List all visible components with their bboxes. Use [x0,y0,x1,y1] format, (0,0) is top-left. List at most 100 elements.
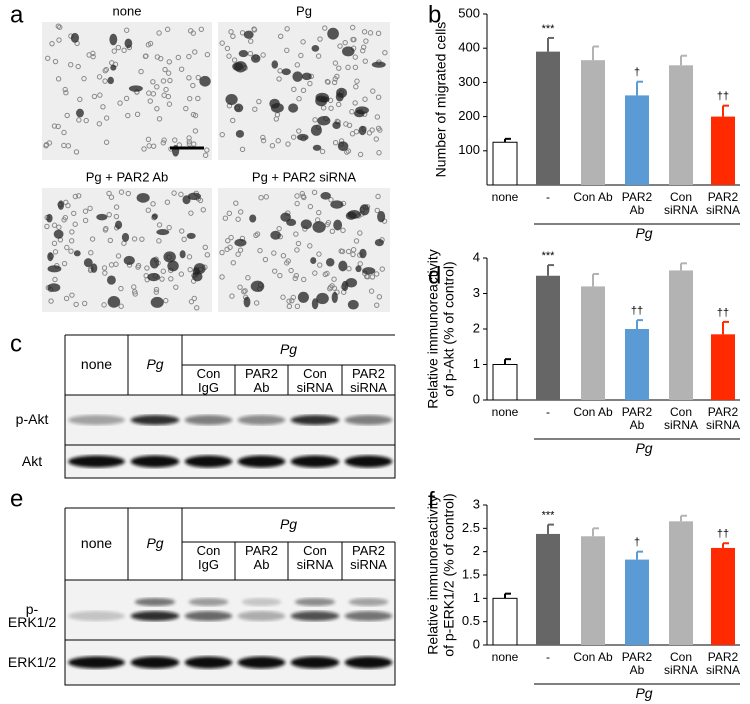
cell [258,195,264,201]
migrated-cell [182,195,191,205]
cell [256,98,262,105]
x-tick-label: Con Ab [573,650,613,664]
cell [117,100,123,106]
cell [101,265,108,271]
cell [178,66,185,72]
bar [669,65,693,185]
blot-band [237,455,286,468]
cell [307,203,314,210]
cell [288,267,294,274]
blot-band [241,598,282,606]
cell [153,289,159,295]
cell [166,224,172,231]
blot-band [344,611,393,621]
significance-mark: †† [631,305,643,317]
cell [156,116,163,122]
cell [166,101,173,107]
migrated-cell [301,72,312,81]
cell [166,59,173,65]
bar [625,329,649,400]
cell [61,142,67,149]
cell [51,240,58,247]
cell [154,105,160,112]
y-axis-title: Number of migrated cells [433,22,449,178]
cell [73,301,79,308]
migrated-cell [47,265,62,273]
cell [349,109,355,115]
cell [362,96,368,102]
column-label: Con IgG [196,366,221,395]
y-axis-title: of p-Akt (% of control) [441,261,457,396]
migrated-cell [300,219,312,230]
y-tick-label: 300 [458,74,480,89]
cell [336,65,342,71]
cell [312,270,318,276]
cell [315,53,322,59]
migrated-cell [149,257,160,269]
micrograph-label: Pg + PAR2 Ab [86,169,169,184]
cell [101,302,107,308]
migrated-cell [96,213,108,221]
blot-band [188,598,229,606]
blot-band [348,598,389,606]
bar [536,51,560,186]
cell [375,94,382,100]
cell [113,213,120,220]
cell [237,209,244,215]
cell [294,303,301,310]
cell [71,210,77,217]
x-tick-label: none [491,650,519,664]
x-tick-label: PAR2 Ab [621,405,653,432]
migrated-cell [167,260,179,272]
cell [55,76,62,82]
cell [219,274,225,280]
cell [322,271,328,278]
y-tick-label: 200 [458,108,480,123]
migrated-cell [249,214,257,223]
cell [115,44,122,51]
x-tick-label: Con Ab [573,405,613,419]
cell [192,128,199,134]
migrated-cell [270,102,284,113]
cell [65,202,71,209]
x-tick-label: - [546,190,550,204]
cell [107,237,114,244]
group-label: Pg [635,685,653,701]
cell [292,275,298,282]
cell [63,89,69,96]
cell [350,251,356,258]
migrated-cell [337,141,349,152]
migrated-cell [234,103,244,113]
cell [171,190,177,196]
cell [163,297,169,304]
bar [711,547,735,645]
cell [118,285,124,292]
cell [352,54,359,60]
cell [91,93,98,100]
x-tick-label: Con siRNA [663,405,698,432]
cell [186,53,192,60]
column-label: PAR2 siRNA [350,366,387,395]
migrated-cell [310,124,322,136]
bar [492,597,518,646]
group-label: Pg [279,341,298,357]
cell [57,24,63,30]
cell [154,84,160,90]
cell [156,222,163,228]
cell [97,92,103,98]
cell [62,215,69,221]
micrograph-label: none [113,3,142,18]
blot-band [184,455,233,468]
cell [52,58,59,65]
cell [44,55,51,61]
migrated-cell [110,64,117,71]
blot-strip [64,579,396,641]
cell [68,238,75,244]
cell [64,244,70,251]
bar [581,286,605,400]
cell [88,250,94,256]
cell [360,44,367,50]
micrograph [42,188,212,312]
cell [301,276,307,283]
cell [224,246,230,253]
